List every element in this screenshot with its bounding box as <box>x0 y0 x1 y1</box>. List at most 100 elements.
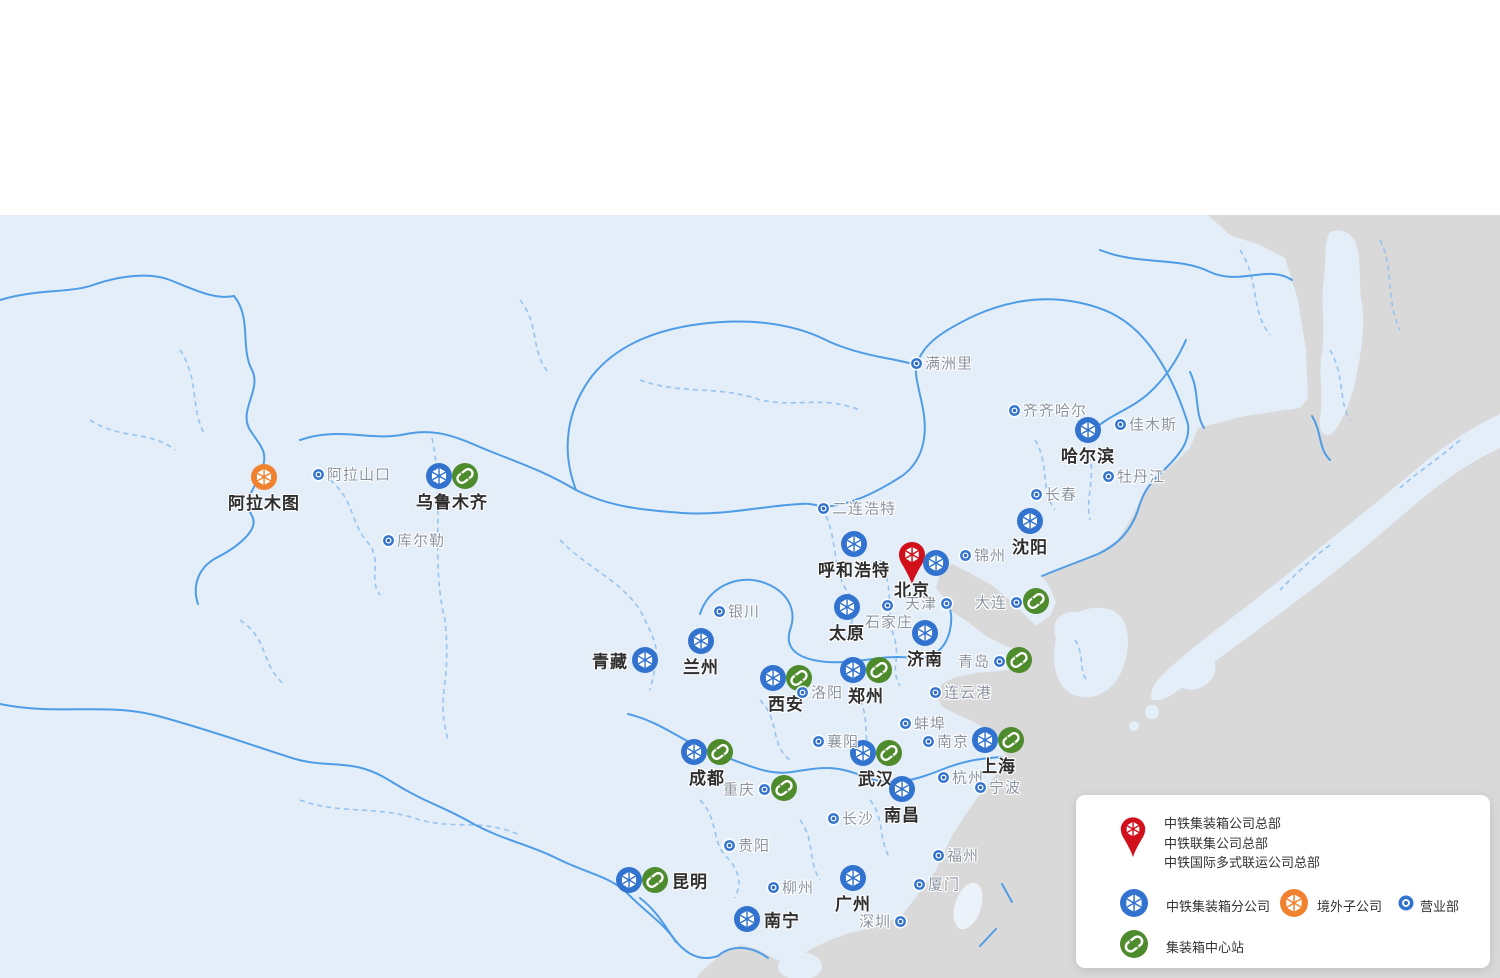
blue-branch-icon <box>841 531 867 557</box>
city-icon-group <box>912 620 938 646</box>
city-icon-group <box>251 464 277 490</box>
city-label: 柳州 <box>782 879 815 897</box>
city-label: 阿拉山口 <box>327 466 392 484</box>
city-label: 乌鲁木齐 <box>416 493 488 512</box>
office-dot-icon <box>816 501 831 521</box>
office-dot-icon <box>712 604 727 624</box>
green-station-icon <box>866 657 892 683</box>
blue-branch-icon <box>834 594 860 620</box>
office-dot-icon <box>1101 469 1116 489</box>
city-label: 青藏 <box>592 652 628 672</box>
office-dot-icon <box>1007 403 1022 423</box>
sea-area <box>697 215 1500 978</box>
office-dot-icon <box>992 654 1007 674</box>
city-label: 牡丹江 <box>1117 468 1166 486</box>
overseas-subsidiary-icon <box>1280 889 1308 922</box>
overseas-subsidiary-label: 境外子公司 <box>1317 899 1383 914</box>
blue-branch-icon <box>912 620 938 646</box>
city-icon-group <box>1017 508 1043 534</box>
business-office-label: 营业部 <box>1420 899 1460 914</box>
city-icon-group <box>632 647 658 673</box>
hq-line-3: 中铁国际多式联运公司总部 <box>1164 855 1321 870</box>
city-icon-group <box>840 657 892 683</box>
blue-branch-icon <box>889 776 915 802</box>
city-icon-group <box>834 594 860 620</box>
country-borders <box>0 249 1331 959</box>
hq-line-2: 中铁联集公司总部 <box>1164 835 1269 851</box>
office-dot-icon <box>757 782 772 802</box>
office-dot-icon <box>898 716 913 736</box>
city-label: 广州 <box>835 895 871 914</box>
islands <box>778 230 1500 978</box>
city-icon-group <box>1075 417 1101 443</box>
city-label: 二连浩特 <box>832 500 897 518</box>
blue-branch-icon <box>923 550 949 581</box>
city-label: 连云港 <box>944 684 993 702</box>
office-dot-icon <box>973 780 988 800</box>
office-dot-icon <box>811 734 826 754</box>
blue-branch-icon <box>734 906 760 932</box>
office-dot-icon <box>826 811 841 831</box>
city-label: 郑州 <box>848 687 884 706</box>
city-label: 重庆 <box>722 781 755 799</box>
city-icon-group <box>760 665 812 691</box>
orange-overseas-icon <box>251 464 277 490</box>
business-office-icon <box>1398 895 1414 916</box>
blue-branch-icon <box>681 739 707 765</box>
blue-branch-icon <box>840 865 866 891</box>
city-icon-group <box>681 739 733 765</box>
city-label: 北京 <box>894 581 930 600</box>
city-label: 洛阳 <box>811 684 844 702</box>
city-icon-group <box>426 463 478 489</box>
hq-legend-lines: 中铁集装箱公司总部 中铁联集公司总部 中铁国际多式联运公司总部 <box>1164 814 1320 873</box>
hq-line-1: 中铁集装箱公司总部 <box>1164 816 1282 831</box>
city-label: 厦门 <box>928 876 961 894</box>
container-station-icon <box>1120 930 1148 963</box>
branch-company-label: 中铁集装箱分公司 <box>1166 899 1271 914</box>
city-label: 大连 <box>974 594 1007 612</box>
city-label: 太原 <box>829 624 865 643</box>
blue-branch-icon <box>688 628 714 654</box>
city-label: 石家庄 <box>864 614 914 631</box>
blue-branch-icon <box>1017 508 1043 534</box>
city-label: 西安 <box>768 695 804 714</box>
office-dot-icon <box>909 356 924 376</box>
green-station-icon <box>998 727 1024 753</box>
green-station-icon <box>642 867 668 893</box>
green-station-icon <box>771 775 797 806</box>
city-label: 天津 <box>904 595 937 613</box>
blue-branch-icon <box>760 665 786 691</box>
city-label: 沈阳 <box>1012 538 1048 557</box>
green-station-icon <box>786 665 812 691</box>
office-dot-icon <box>893 914 908 934</box>
office-dot-icon <box>1029 487 1044 507</box>
city-icon-group <box>688 628 714 654</box>
city-label: 哈尔滨 <box>1061 447 1115 466</box>
office-dot-icon <box>936 770 951 790</box>
office-dot-icon <box>381 533 396 553</box>
office-dot-icon <box>311 467 326 487</box>
blue-branch-icon <box>616 867 642 893</box>
city-label: 济南 <box>907 650 943 669</box>
city-label: 南宁 <box>764 911 800 931</box>
city-label: 呼和浩特 <box>818 561 890 580</box>
office-dot-icon <box>880 598 895 618</box>
city-label: 蚌埠 <box>914 715 947 733</box>
hq-pin-icon <box>896 540 928 586</box>
office-dot-icon <box>912 877 927 897</box>
city-label: 长沙 <box>842 810 875 828</box>
office-dot-icon <box>1113 417 1128 437</box>
office-dot-icon <box>766 880 781 900</box>
city-icon-group <box>972 727 1024 753</box>
hq-pin-icon <box>1118 815 1148 864</box>
green-station-icon <box>1023 588 1049 619</box>
green-station-icon <box>1006 647 1032 678</box>
branch-company-icon <box>1120 889 1148 922</box>
container-station-label: 集装箱中心站 <box>1166 940 1245 955</box>
green-station-icon <box>452 463 478 489</box>
city-icon-group <box>850 740 902 766</box>
city-label: 南京 <box>937 733 970 751</box>
city-label: 南昌 <box>884 806 920 825</box>
office-dot-icon <box>958 548 973 568</box>
